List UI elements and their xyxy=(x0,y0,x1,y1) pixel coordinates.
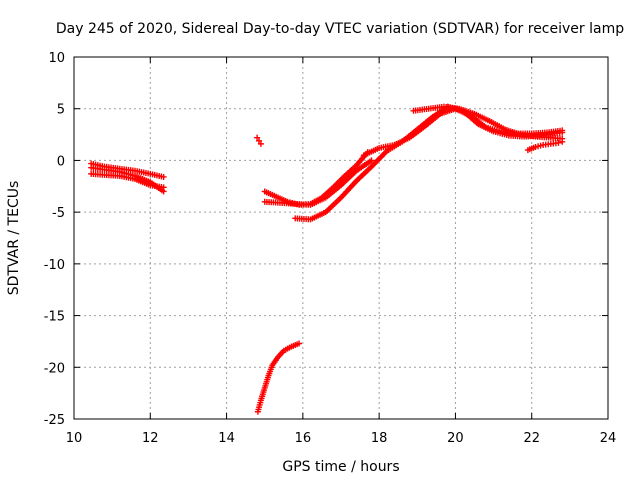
series-s11 xyxy=(524,138,566,154)
data-point xyxy=(254,134,261,141)
y-tick-label: 10 xyxy=(48,51,65,66)
y-tick-label: 0 xyxy=(57,154,65,169)
series-s7 xyxy=(261,157,375,208)
y-tick-label: -5 xyxy=(52,206,65,221)
y-tick-label: -15 xyxy=(44,310,65,325)
data-point xyxy=(368,157,375,164)
x-tick-label: 24 xyxy=(600,431,617,446)
axis-ticks: 10 12 14 16 18 20 22 24 -25 -20 -15 -10 -5 0 5 10 xyxy=(44,51,617,446)
x-tick-label: 14 xyxy=(218,431,235,446)
series-s3 xyxy=(88,170,167,191)
x-tick-label: 20 xyxy=(447,431,464,446)
series-s4 xyxy=(254,134,264,147)
data-point xyxy=(559,127,566,134)
data-point xyxy=(160,173,167,180)
data-series xyxy=(88,103,566,415)
x-tick-label: 10 xyxy=(66,431,83,446)
x-tick-label: 12 xyxy=(142,431,159,446)
x-tick-label: 16 xyxy=(295,431,312,446)
y-tick-label: 5 xyxy=(57,103,65,118)
data-point xyxy=(255,137,262,144)
y-tick-label: -20 xyxy=(44,361,65,376)
data-point xyxy=(555,139,562,146)
y-axis-label: SDTVAR / TECUs xyxy=(6,181,22,296)
series-s6 xyxy=(261,149,371,208)
series-s10 xyxy=(410,103,566,142)
plot-frame xyxy=(73,56,609,420)
chart-title: Day 245 of 2020, Sidereal Day-to-day VTE… xyxy=(56,21,624,37)
grid xyxy=(74,57,608,419)
x-tick-label: 22 xyxy=(523,431,540,446)
data-point xyxy=(160,184,167,191)
data-point xyxy=(296,340,303,347)
data-point xyxy=(559,138,566,145)
x-axis-label: GPS time / hours xyxy=(282,459,399,475)
y-tick-label: -25 xyxy=(44,413,65,428)
series-s5 xyxy=(254,340,303,415)
x-tick-label: 18 xyxy=(371,431,388,446)
data-point xyxy=(257,140,264,147)
y-tick-label: -10 xyxy=(44,258,65,273)
